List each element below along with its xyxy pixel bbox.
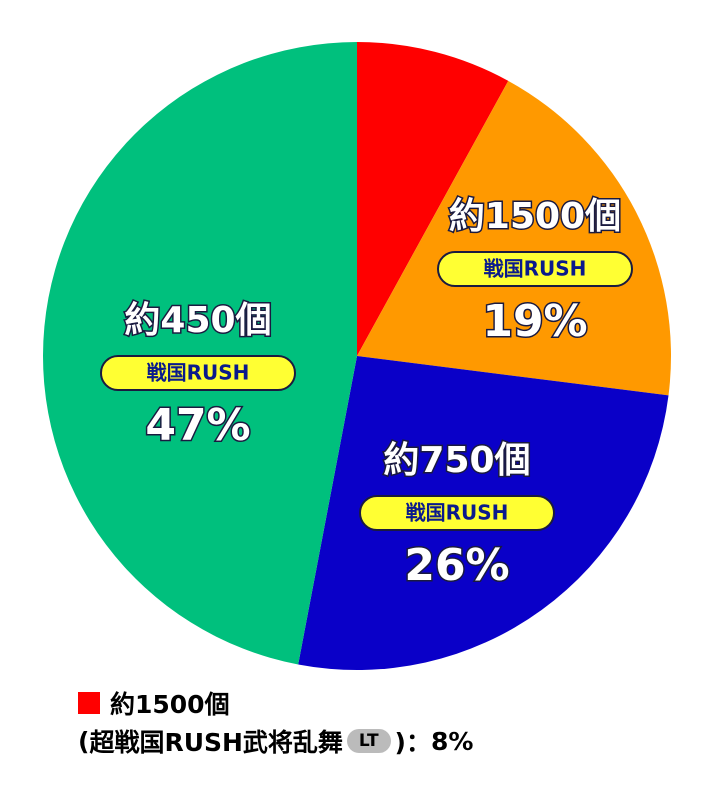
tag-pill [437,251,633,287]
slice-label: 約750個 [383,440,530,481]
legend-close: )： [394,728,431,757]
legend-tag: 超戦国RUSH武将乱舞 [89,728,343,757]
legend-open: ( [78,726,90,756]
slice-label: 約1500個 [449,196,621,237]
chart: 約1500個戦国RUSH19%約750個戦国RUSH26%約450個戦国RUSH… [42,42,671,670]
legend-badge: LT [346,729,391,753]
legend-row: 約1500個 [78,684,473,722]
legend: 約1500個 ( 超戦国RUSH武将乱舞 LT )： 8% [78,684,473,760]
pie-slice [357,80,671,396]
tag-pill [359,495,555,531]
legend-row: ( 超戦国RUSH武将乱舞 LT )： 8% [78,722,473,760]
legend-value: 8% [430,726,474,756]
value-label: 19% [482,296,587,347]
value-label: 26% [404,540,509,591]
slice-label: 約450個 [124,300,271,341]
slice-tag: 戦国RUSH [406,501,509,525]
legend-swatch [78,692,100,714]
pie-slice [42,42,358,665]
tag-pill [100,355,296,391]
pie-slice [357,42,509,356]
slice-tag: 戦国RUSH [147,361,250,385]
value-label: 47% [145,400,250,451]
legend-label: 約1500個 [110,690,230,719]
slice-tag: 戦国RUSH [484,257,587,281]
